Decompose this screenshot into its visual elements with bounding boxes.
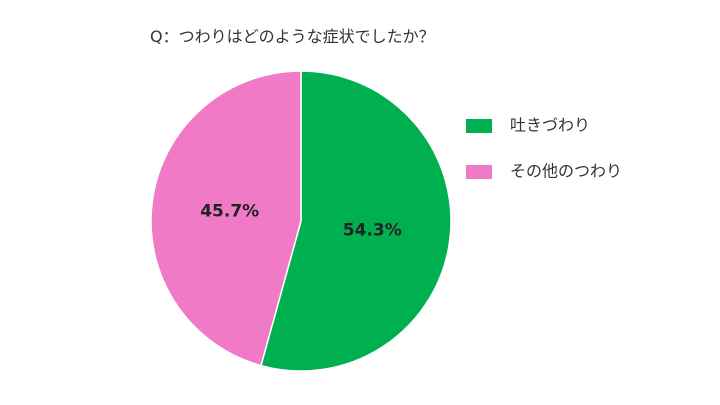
pie-data-labels: 54.3% 45.7% xyxy=(200,201,402,240)
legend-swatch-1 xyxy=(466,119,492,133)
legend-label-1: 吐きづわり xyxy=(510,116,590,135)
pie-data-label-2: 45.7% xyxy=(200,201,259,221)
pie-slice-2 xyxy=(150,70,302,367)
pie-slice-1 xyxy=(260,70,452,372)
legend-swatch-2 xyxy=(466,165,492,179)
legend-label-2: その他のつわり xyxy=(510,162,622,181)
pie-slices xyxy=(150,70,452,372)
pie-data-label-1: 54.3% xyxy=(343,221,402,241)
chart-title: Q：つわりはどのような症状でしたか？ xyxy=(150,27,435,46)
